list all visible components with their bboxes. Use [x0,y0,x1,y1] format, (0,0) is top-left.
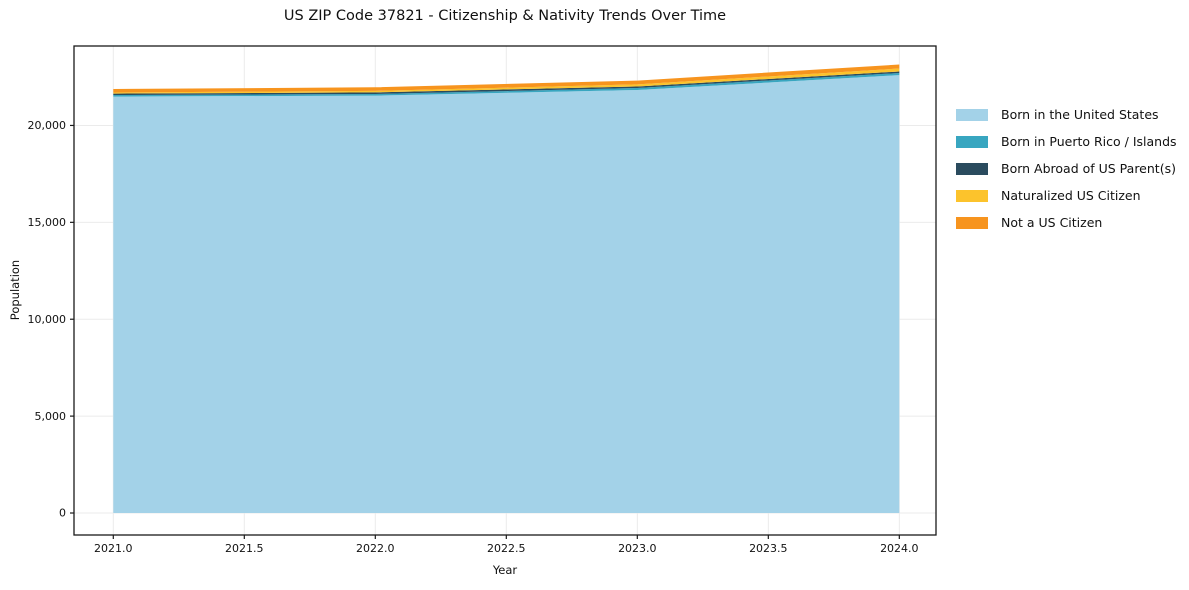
legend-swatch-naturalized-us-citizen [956,189,988,202]
y-tick-label: 20,000 [28,119,67,132]
x-tick-label: 2024.0 [880,542,919,555]
x-tick-label: 2022.0 [356,542,395,555]
legend-label: Naturalized US Citizen [1001,188,1141,203]
x-tick-label: 2021.0 [94,542,133,555]
y-tick-label: 10,000 [28,313,67,326]
legend-item-naturalized-us-citizen: Naturalized US Citizen [956,182,1177,209]
legend-label: Born in the United States [1001,107,1159,122]
x-tick-label: 2023.0 [618,542,657,555]
x-axis-label: Year [492,563,518,577]
legend-item-not-a-us-citizen: Not a US Citizen [956,209,1177,236]
legend-swatch-born-in-the-united-states [956,108,988,121]
y-tick-label: 5,000 [35,410,67,423]
chart-title: US ZIP Code 37821 - Citizenship & Nativi… [283,8,727,24]
legend-swatch-born-abroad-of-us-parent-s [956,162,988,175]
area-series-naturalized-us-citizen [113,68,900,94]
x-tick-label: 2021.5 [225,542,264,555]
legend-swatch-not-a-us-citizen [956,216,988,229]
legend: Born in the United States Born in Puerto … [956,101,1177,236]
area-series-born-abroad-of-us-parent-s [113,71,900,95]
area-series-born-in-the-united-states [113,75,900,513]
x-tick-label: 2023.5 [749,542,788,555]
legend-swatch-born-in-puerto-rico-islands [956,135,988,148]
y-tick-label: 15,000 [28,216,67,229]
legend-label: Born Abroad of US Parent(s) [1001,161,1176,176]
legend-item-born-abroad-of-us-parent-s: Born Abroad of US Parent(s) [956,155,1177,182]
legend-item-born-in-puerto-rico-islands: Born in Puerto Rico / Islands [956,128,1177,155]
legend-label: Born in Puerto Rico / Islands [1001,134,1177,149]
legend-label: Not a US Citizen [1001,215,1103,230]
area-series-not-a-us-citizen [113,64,900,93]
legend-item-born-in-the-united-states: Born in the United States [956,101,1177,128]
x-tick-label: 2022.5 [487,542,526,555]
y-tick-label: 0 [59,507,66,520]
y-axis-label: Population [8,259,22,321]
plot-frame [73,45,937,536]
area-series-born-in-puerto-rico-islands [113,73,900,97]
